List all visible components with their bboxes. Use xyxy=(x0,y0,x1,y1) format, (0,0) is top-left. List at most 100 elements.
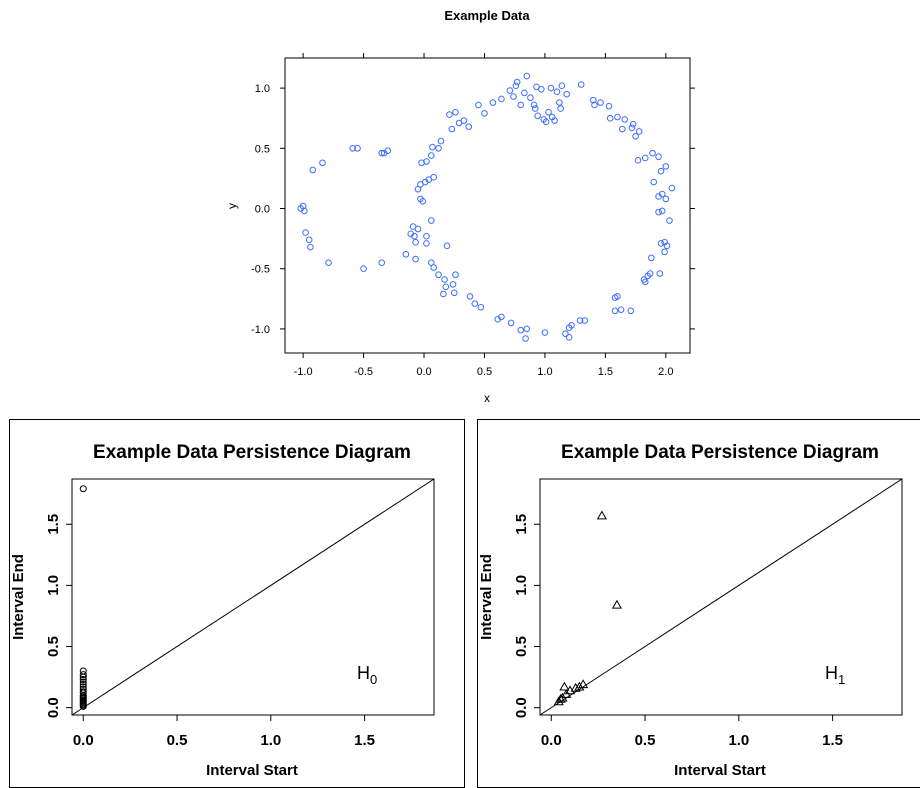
scatter-point xyxy=(443,242,451,250)
scatter-point xyxy=(465,123,473,130)
scatter-point xyxy=(349,145,357,152)
persistence-h1-point xyxy=(611,599,622,609)
scatter-x-axis: -1.0 -0.5 0.0 0.5 1.0 1.5 2.0 xyxy=(294,53,673,378)
scatter-y-tick-label: 1.0 xyxy=(255,83,270,95)
scatter-point xyxy=(558,82,566,89)
scatter-x-tick-label: 1.0 xyxy=(537,366,552,378)
scatter-point xyxy=(360,265,367,273)
scatter-y-tick-label: 0.0 xyxy=(255,204,270,216)
persistence-h0-y-tick-label: 0.5 xyxy=(45,636,62,657)
scatter-y-tick-label: 0.5 xyxy=(255,143,270,155)
scatter-point xyxy=(429,143,436,151)
scatter-point xyxy=(581,317,589,324)
scatter-point xyxy=(627,307,635,315)
scatter-point xyxy=(449,281,457,288)
scatter-point xyxy=(412,238,419,246)
persistence-h0-point xyxy=(79,702,87,710)
scatter-point xyxy=(568,322,575,329)
scatter-x-tick-label: 1.5 xyxy=(598,366,613,378)
persistence-h0-point xyxy=(79,673,87,681)
scatter-point xyxy=(523,325,531,333)
scatter-point xyxy=(513,78,521,86)
scatter-x-tick-label: 2.0 xyxy=(658,366,673,378)
persistence-h0-x-tick-label: 0.0 xyxy=(73,732,94,749)
persistence-h1-x-tick-label: 0.0 xyxy=(541,732,562,749)
scatter-point xyxy=(640,276,648,283)
scatter-point xyxy=(655,208,662,216)
scatter-x-tick-label: -0.5 xyxy=(354,366,373,378)
scatter-point xyxy=(448,125,456,133)
scatter-point xyxy=(611,307,619,315)
persistence-h0-y-tick-label: 1.5 xyxy=(45,514,62,535)
scatter-point xyxy=(537,86,545,93)
persistence-h1-annotation-sub: 1 xyxy=(838,672,845,687)
scatter-point xyxy=(489,99,497,106)
scatter-point xyxy=(591,101,598,109)
scatter-point xyxy=(657,167,665,175)
persistence-h0-point xyxy=(79,671,87,679)
scatter-y-tick-label: -1.0 xyxy=(251,324,270,336)
scatter-point xyxy=(527,94,534,102)
scatter-point xyxy=(301,207,308,215)
scatter-point xyxy=(435,145,442,152)
persistence-h0-x-axis-label: Interval Start xyxy=(206,762,298,779)
scatter-title: Example Data xyxy=(444,8,530,23)
persistence-h1-point xyxy=(561,689,572,698)
persistence-h1-y-axis: 0.0 0.5 1.0 1.5 xyxy=(513,514,540,718)
scatter-point xyxy=(466,293,474,300)
persistence-h0-x-tick-label: 1.0 xyxy=(260,732,281,749)
persistence-h1-x-axis-label: Interval Start xyxy=(674,762,766,779)
scatter-point xyxy=(649,149,656,157)
persistence-h1-point xyxy=(578,679,589,689)
persistence-h0-title: Example Data Persistence Diagram xyxy=(93,442,411,463)
scatter-point xyxy=(614,113,621,121)
persistence-h0-point xyxy=(79,676,87,684)
scatter-point xyxy=(427,152,435,159)
scatter-point xyxy=(646,270,654,277)
scatter-panel: Example Data -1.0 -0.5 0.0 0.5 1.0 1.5 2.0 -1.… xyxy=(225,8,695,405)
persistence-h0-point xyxy=(79,680,87,688)
scatter-point xyxy=(452,108,459,116)
scatter-x-axis-label: x xyxy=(484,391,490,405)
persistence-h1-y-tick-label: 1.5 xyxy=(513,514,530,535)
scatter-point xyxy=(531,105,539,112)
scatter-point xyxy=(412,255,419,263)
scatter-point xyxy=(481,110,488,117)
scatter-points xyxy=(297,72,676,342)
persistence-h1-point xyxy=(559,681,570,691)
scatter-point xyxy=(662,163,670,170)
scatter-point xyxy=(477,303,485,311)
scatter-point xyxy=(471,300,479,307)
scatter-point xyxy=(414,225,422,233)
scatter-point xyxy=(510,93,517,100)
scatter-point xyxy=(307,243,314,251)
scatter-point xyxy=(450,289,458,297)
scatter-x-tick-label: 0.0 xyxy=(416,366,431,378)
scatter-point xyxy=(494,315,502,323)
persistence-h0-point xyxy=(79,678,87,686)
scatter-point xyxy=(556,99,563,106)
persistence-h1-x-tick-label: 1.0 xyxy=(728,732,749,749)
scatter-point xyxy=(442,283,450,291)
scatter-point xyxy=(437,137,445,145)
scatter-point xyxy=(658,190,666,198)
scatter-point xyxy=(522,335,529,342)
scatter-point xyxy=(530,101,538,109)
scatter-point xyxy=(541,329,549,336)
scatter-point xyxy=(618,125,626,133)
scatter-point xyxy=(632,132,639,140)
persistence-h0-annotation-main: H xyxy=(357,663,370,683)
scatter-point xyxy=(441,276,448,283)
persistence-h0-diagonal xyxy=(71,478,435,716)
scatter-point xyxy=(589,96,597,104)
scatter-point xyxy=(423,158,430,165)
persistence-h1-y-tick-label: 0.0 xyxy=(513,697,530,718)
persistence-h1-title: Example Data Persistence Diagram xyxy=(561,442,879,463)
scatter-x-tick-label: -1.0 xyxy=(294,366,313,378)
scatter-point xyxy=(384,147,392,155)
persistence-h0-points xyxy=(79,485,87,710)
persistence-h1-annotation-main: H xyxy=(825,663,838,683)
scatter-point xyxy=(517,101,525,109)
scatter-point xyxy=(621,116,629,123)
